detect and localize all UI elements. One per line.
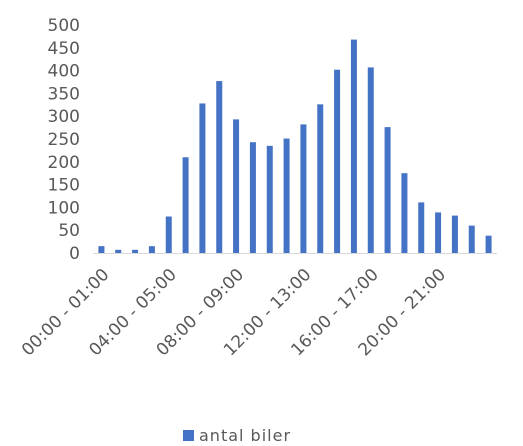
bar [300,124,307,254]
legend-swatch [183,429,194,441]
bar [148,246,155,253]
bar [249,142,256,253]
y-tick-label: 0 [69,244,80,264]
y-tick-label: 500 [48,16,80,36]
bar [334,69,341,253]
bar [165,216,172,253]
bar [216,81,223,253]
y-tick-label: 300 [48,107,80,127]
bar [384,127,391,253]
bar [401,173,408,253]
bar [182,157,189,253]
bars [98,39,492,254]
bar [367,67,374,254]
y-tick-label: 350 [48,84,80,104]
bar [266,145,273,253]
bar [283,138,290,253]
bar [418,202,425,253]
bar [435,212,442,253]
bar [132,249,139,253]
y-tick-label: 400 [48,62,80,82]
bar [468,225,475,253]
bar [451,215,458,253]
y-tick-label: 150 [48,176,80,196]
bar [317,104,324,254]
y-tick-label: 250 [48,130,80,150]
bar [115,249,122,253]
bar [350,39,357,254]
legend: antal biler [183,424,291,446]
bar [98,246,105,253]
bar [199,103,206,253]
y-tick-label: 200 [48,153,80,173]
legend-label: antal biler [199,425,292,445]
bar [485,235,492,253]
y-tick-label: 450 [48,39,80,59]
y-tick-label: 100 [48,198,80,218]
bar [233,119,240,253]
y-tick-label: 50 [58,221,80,241]
